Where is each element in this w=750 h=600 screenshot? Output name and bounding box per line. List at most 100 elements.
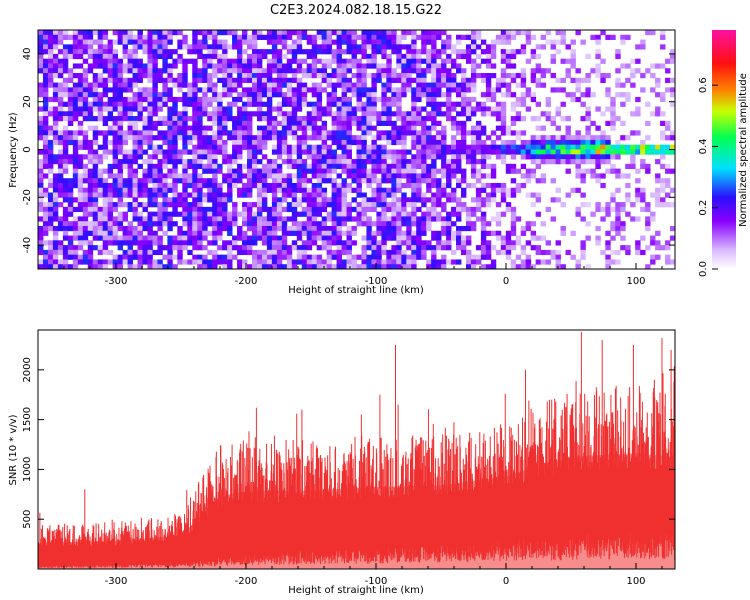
heatmap-cell bbox=[670, 168, 675, 174]
heatmap-cell bbox=[222, 63, 228, 69]
heatmap-cell bbox=[57, 58, 64, 64]
heatmap-cell bbox=[595, 240, 601, 246]
heatmap-cell bbox=[660, 120, 666, 126]
heatmap-cell bbox=[640, 139, 646, 146]
heatmap-cell bbox=[187, 44, 193, 50]
heatmap-cell bbox=[540, 34, 547, 40]
heatmap-cell bbox=[222, 130, 228, 136]
heatmap-cell bbox=[366, 101, 372, 107]
heatmap-cell bbox=[361, 159, 367, 165]
heatmap-cell bbox=[530, 168, 537, 174]
heatmap-cell bbox=[247, 87, 253, 93]
heatmap-cell bbox=[147, 58, 153, 64]
heatmap-cell bbox=[306, 87, 313, 93]
heatmap-cell bbox=[42, 159, 49, 165]
heatmap-cell bbox=[336, 225, 342, 232]
heatmap-cell bbox=[456, 216, 462, 222]
heatmap-cell bbox=[162, 30, 168, 36]
heatmap-cell bbox=[436, 120, 442, 126]
heatmap-cell bbox=[247, 92, 253, 98]
heatmap-cell bbox=[515, 49, 522, 55]
heatmap-cell bbox=[222, 159, 228, 165]
heatmap-cell bbox=[336, 187, 342, 193]
heatmap-cell bbox=[366, 264, 372, 269]
heatmap-cell bbox=[510, 34, 517, 40]
heatmap-cell bbox=[167, 73, 173, 79]
heatmap-cell bbox=[42, 130, 49, 136]
heatmap-cell bbox=[520, 264, 527, 269]
heatmap-cell bbox=[336, 235, 342, 241]
heatmap-cell bbox=[296, 116, 303, 122]
heatmap-cell bbox=[251, 111, 258, 117]
heatmap-cell bbox=[605, 202, 611, 208]
heatmap-cell bbox=[441, 206, 447, 213]
heatmap-cell bbox=[376, 149, 382, 155]
heatmap-cell bbox=[381, 92, 387, 98]
heatmap-cell bbox=[38, 249, 44, 256]
heatmap-cell bbox=[446, 34, 452, 40]
heatmap-cell bbox=[157, 144, 163, 150]
heatmap-cell bbox=[470, 49, 477, 55]
heatmap-cell bbox=[341, 125, 347, 131]
heatmap-cell bbox=[247, 125, 253, 131]
heatmap-cell bbox=[92, 53, 99, 60]
heatmap-cell bbox=[281, 235, 288, 241]
heatmap-cell bbox=[426, 53, 432, 60]
heatmap-cell bbox=[441, 192, 447, 198]
heatmap-cell bbox=[172, 77, 178, 83]
heatmap-cell bbox=[217, 58, 223, 64]
heatmap-cell bbox=[77, 163, 84, 170]
heatmap-cell bbox=[52, 30, 59, 36]
heatmap-cell bbox=[331, 254, 337, 260]
heatmap-cell bbox=[490, 53, 497, 60]
heatmap-cell bbox=[396, 221, 402, 227]
heatmap-cell bbox=[137, 221, 143, 227]
heatmap-cell bbox=[456, 159, 462, 165]
heatmap-cell bbox=[77, 197, 84, 203]
heatmap-cell bbox=[406, 173, 412, 179]
heatmap-cell bbox=[147, 39, 153, 45]
heatmap-cell bbox=[331, 240, 337, 246]
heatmap-cell bbox=[575, 206, 581, 213]
heatmap-cell bbox=[451, 73, 457, 79]
heatmap-cell bbox=[172, 206, 178, 213]
heatmap-cell bbox=[38, 235, 44, 241]
heatmap-cell bbox=[421, 44, 427, 50]
heatmap-cell bbox=[291, 58, 298, 64]
heatmap-cell bbox=[112, 149, 119, 155]
heatmap-cell bbox=[142, 49, 148, 55]
heatmap-cell bbox=[266, 135, 273, 141]
heatmap-cell bbox=[500, 106, 507, 112]
heatmap-cell bbox=[311, 73, 318, 79]
heatmap-cell bbox=[540, 144, 547, 150]
heatmap-cell bbox=[336, 206, 342, 213]
heatmap-cell bbox=[416, 197, 422, 203]
heatmap-cell bbox=[122, 101, 128, 107]
heatmap-cell bbox=[62, 87, 69, 93]
heatmap-cell bbox=[560, 116, 566, 122]
heatmap-cell bbox=[122, 240, 128, 246]
heatmap-cell bbox=[401, 144, 407, 150]
heatmap-cell bbox=[311, 53, 318, 60]
heatmap-cell bbox=[391, 211, 397, 217]
heatmap-cell bbox=[132, 230, 138, 236]
heatmap-cell bbox=[441, 77, 447, 83]
heatmap-cell bbox=[77, 130, 84, 136]
heatmap-cell bbox=[426, 216, 432, 222]
heatmap-cell bbox=[441, 111, 447, 117]
heatmap-cell bbox=[480, 149, 487, 155]
heatmap-cell bbox=[635, 192, 641, 198]
heatmap-cell bbox=[470, 77, 477, 83]
heatmap-cell bbox=[500, 240, 507, 246]
heatmap-cell bbox=[157, 96, 163, 103]
heatmap-cell bbox=[92, 211, 99, 217]
heatmap-cell bbox=[242, 87, 248, 93]
heatmap-cell bbox=[132, 182, 138, 189]
heatmap-cell bbox=[182, 130, 188, 136]
heatmap-cell bbox=[411, 206, 417, 213]
heatmap-cell bbox=[396, 135, 402, 141]
heatmap-cell bbox=[182, 135, 188, 141]
heatmap-cell bbox=[416, 206, 422, 213]
heatmap-cell bbox=[132, 187, 138, 193]
heatmap-cell bbox=[62, 30, 69, 36]
